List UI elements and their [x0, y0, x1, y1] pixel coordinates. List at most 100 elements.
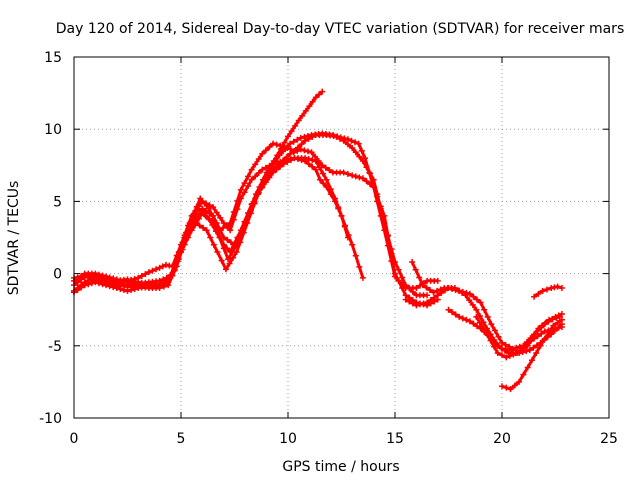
data-point: [225, 256, 232, 263]
data-point: [227, 239, 234, 246]
data-point: [340, 169, 347, 176]
data-point: [81, 273, 88, 280]
data-point: [207, 234, 214, 241]
data-point: [298, 141, 305, 148]
data-point: [480, 325, 487, 332]
data-point: [335, 205, 342, 212]
data-point: [223, 222, 230, 229]
data-point: [95, 271, 102, 278]
data-point: [291, 147, 298, 154]
data-point: [524, 364, 531, 371]
data-point: [255, 170, 262, 177]
data-point: [304, 148, 311, 155]
data-point: [416, 274, 423, 281]
data-point: [175, 248, 182, 255]
data-point: [160, 276, 167, 283]
data-point: [419, 282, 426, 289]
data-point: [366, 169, 373, 176]
data-point: [280, 157, 287, 164]
data-point: [427, 297, 434, 304]
data-point: [237, 186, 244, 193]
series-line: [84, 90, 324, 293]
data-point: [156, 277, 163, 284]
data-point: [349, 241, 356, 248]
data-point: [230, 208, 237, 215]
y-tick-label: 0: [53, 267, 62, 283]
data-point: [85, 280, 92, 287]
data-point: [370, 183, 377, 190]
data-point: [237, 239, 244, 246]
data-point: [200, 224, 207, 231]
data-point: [222, 266, 229, 273]
data-point: [216, 227, 223, 234]
data-point: [470, 320, 477, 327]
y-tick-label: -5: [48, 339, 62, 355]
data-point: [356, 153, 363, 160]
data-point: [196, 222, 203, 229]
data-point: [491, 327, 498, 334]
data-point: [316, 91, 323, 98]
data-point: [499, 339, 505, 346]
data-point: [392, 273, 398, 280]
data-point: [449, 309, 456, 316]
data-point: [352, 149, 359, 156]
data-point: [344, 141, 351, 148]
data-point: [341, 135, 348, 142]
data-point: [381, 227, 388, 234]
data-point: [309, 157, 316, 164]
data-point: [99, 272, 106, 279]
data-point: [462, 292, 469, 299]
data-point: [528, 337, 535, 344]
data-point: [356, 174, 363, 181]
data-point: [217, 214, 224, 221]
data-point: [499, 383, 505, 390]
x-tick-label: 25: [600, 431, 618, 447]
data-point: [539, 287, 546, 294]
data-point: [201, 200, 208, 207]
data-point: [342, 222, 349, 229]
data-point: [220, 224, 227, 231]
data-point: [466, 290, 473, 297]
data-point: [554, 319, 561, 326]
series-track-2: [71, 155, 366, 289]
data-point: [327, 191, 334, 198]
data-point: [551, 327, 558, 334]
data-point: [374, 198, 381, 205]
data-point: [283, 154, 290, 161]
data-point: [459, 315, 466, 322]
data-point: [524, 342, 531, 349]
data-point: [128, 286, 135, 293]
data-point: [298, 157, 305, 164]
data-point: [227, 220, 234, 227]
data-point: [214, 248, 221, 255]
data-point: [266, 144, 273, 151]
data-point: [85, 274, 92, 281]
data-point: [210, 241, 217, 248]
series-track-11: [499, 316, 565, 393]
y-tick-label: 5: [53, 194, 62, 210]
data-point: [262, 147, 269, 154]
data-point: [516, 378, 523, 385]
data-point: [503, 384, 510, 391]
data-point: [288, 128, 295, 135]
data-point: [274, 152, 281, 159]
data-point: [399, 274, 406, 281]
x-tick-label: 10: [279, 431, 297, 447]
data-point: [345, 232, 352, 239]
data-point: [124, 287, 131, 294]
data-point: [287, 157, 294, 164]
data-point: [241, 180, 248, 187]
data-point: [235, 234, 242, 241]
data-point: [413, 285, 420, 292]
data-point: [255, 156, 262, 163]
data-point: [220, 234, 227, 241]
data-point: [558, 316, 565, 323]
data-point: [290, 138, 297, 145]
data-point: [413, 302, 420, 309]
data-point: [431, 294, 438, 301]
data-point: [227, 227, 234, 234]
data-point: [494, 342, 501, 349]
data-point: [473, 306, 480, 313]
data-point: [326, 167, 333, 174]
